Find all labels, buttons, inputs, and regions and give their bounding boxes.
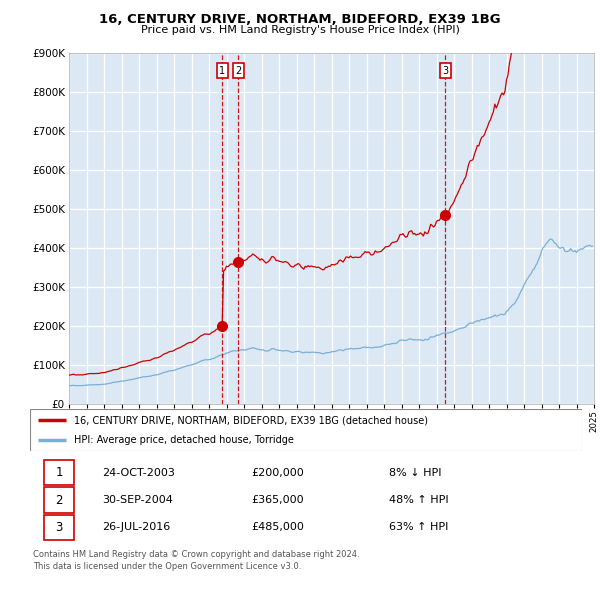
Text: £365,000: £365,000: [251, 495, 304, 505]
Text: Price paid vs. HM Land Registry's House Price Index (HPI): Price paid vs. HM Land Registry's House …: [140, 25, 460, 35]
Text: 2: 2: [235, 65, 241, 76]
Text: 8% ↓ HPI: 8% ↓ HPI: [389, 468, 442, 477]
Text: 26-JUL-2016: 26-JUL-2016: [102, 523, 170, 532]
Text: £485,000: £485,000: [251, 523, 304, 532]
Text: £200,000: £200,000: [251, 468, 304, 477]
Bar: [44, 487, 74, 513]
Bar: [44, 514, 74, 540]
Text: 63% ↑ HPI: 63% ↑ HPI: [389, 523, 448, 532]
Text: 3: 3: [55, 521, 62, 534]
Text: 3: 3: [442, 65, 448, 76]
Text: 24-OCT-2003: 24-OCT-2003: [102, 468, 175, 477]
Text: HPI: Average price, detached house, Torridge: HPI: Average price, detached house, Torr…: [74, 435, 294, 445]
Text: 30-SEP-2004: 30-SEP-2004: [102, 495, 173, 505]
Bar: [44, 460, 74, 486]
Text: 1: 1: [219, 65, 225, 76]
Text: This data is licensed under the Open Government Licence v3.0.: This data is licensed under the Open Gov…: [33, 562, 301, 571]
Text: Contains HM Land Registry data © Crown copyright and database right 2024.: Contains HM Land Registry data © Crown c…: [33, 550, 359, 559]
Text: 16, CENTURY DRIVE, NORTHAM, BIDEFORD, EX39 1BG (detached house): 16, CENTURY DRIVE, NORTHAM, BIDEFORD, EX…: [74, 415, 428, 425]
Text: 1: 1: [55, 466, 63, 479]
Text: 16, CENTURY DRIVE, NORTHAM, BIDEFORD, EX39 1BG: 16, CENTURY DRIVE, NORTHAM, BIDEFORD, EX…: [99, 13, 501, 26]
Text: 2: 2: [55, 493, 63, 507]
Text: 48% ↑ HPI: 48% ↑ HPI: [389, 495, 448, 505]
